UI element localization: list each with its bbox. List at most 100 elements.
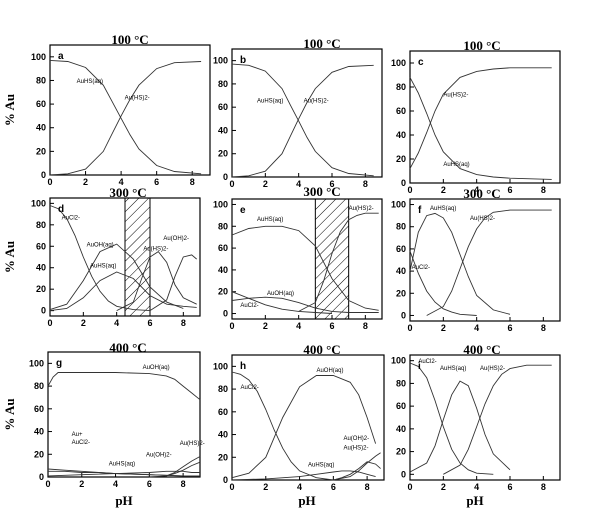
panel-title: 100 °C — [111, 32, 148, 47]
panel-h: 0 20 40 60 80 100 0 2 4 6 8 AuCl2- AuOH(aq) AuHS(aq) A… — [213, 342, 385, 492]
x-tick-label: 2 — [83, 177, 88, 187]
panel-letter: e — [240, 205, 246, 216]
x-tick-label: 8 — [541, 185, 546, 195]
series-AuCl2- — [231, 371, 334, 481]
x-tick-label: 0 — [407, 185, 412, 195]
y-tick-label: 100 — [391, 200, 406, 210]
y-tick-label: 20 — [34, 449, 44, 459]
y-tick-label: 60 — [396, 244, 406, 254]
panel-letter: b — [240, 55, 246, 66]
x-tick-label: 8 — [363, 179, 368, 189]
species-label: AuCl2- — [418, 359, 436, 365]
y-tick-label: 40 — [34, 427, 44, 437]
x-tick-label: 0 — [229, 482, 234, 492]
y-tick-label: 40 — [218, 125, 228, 135]
species-label: AuHS(aq) — [440, 366, 466, 372]
species-label: Au(OH)2- — [146, 453, 172, 459]
x-tick-label: 6 — [507, 323, 512, 333]
series-Au(OH)2- — [149, 254, 197, 311]
species-label: AuHS(aq) — [257, 217, 283, 223]
y-tick-label: 100 — [391, 58, 406, 68]
panel-title: 400 °C — [303, 342, 340, 357]
y-axis-label: % Au — [2, 94, 17, 126]
series-AuHS(aq) — [49, 59, 202, 175]
panel-g: 0 20 40 60 80 100 0 2 4 6 8 AuOH(aq) Au+ AuCl2- AuHS(a… — [2, 340, 205, 489]
species-label: Au(HS)2- — [343, 445, 368, 451]
y-tick-label: 40 — [396, 424, 406, 434]
x-tick-label: 4 — [474, 185, 479, 195]
series-Au(HS)2- — [116, 250, 197, 312]
x-tick-label: 4 — [296, 321, 301, 331]
x-tick-label: 6 — [507, 482, 512, 492]
plot-frame — [49, 197, 201, 317]
y-axis-label: % Au — [2, 398, 17, 430]
panel-title: 400 °C — [109, 340, 146, 355]
x-tick-label: 0 — [229, 321, 234, 331]
y-tick-label: 100 — [213, 361, 228, 371]
series-AuCl2- — [48, 470, 200, 477]
x-axis-label: pH — [466, 493, 483, 508]
x-tick-label: 6 — [329, 321, 334, 331]
species-label: AuHS(aq) — [257, 99, 283, 105]
series-AuHS(aq) — [49, 271, 197, 312]
y-tick-label: 40 — [218, 265, 228, 275]
series-AuHS(aq) — [231, 225, 379, 311]
species-label: Au(HS)2- — [143, 247, 168, 253]
y-tick-label: 60 — [36, 99, 46, 109]
y-tick-label: 100 — [31, 198, 46, 208]
species-label: AuHS(aq) — [90, 264, 116, 270]
panel-letter: a — [58, 51, 64, 62]
species-label: Au(HS)2- — [349, 206, 374, 212]
series-Au(HS)2- — [443, 364, 552, 475]
y-tick-label: 60 — [396, 401, 406, 411]
x-tick-label: 6 — [147, 479, 152, 489]
series-Au(OH)2- — [149, 461, 201, 478]
x-tick-label: 2 — [263, 482, 268, 492]
x-tick-label: 8 — [181, 318, 186, 328]
y-tick-label: 80 — [396, 82, 406, 92]
y-tick-label: 60 — [218, 102, 228, 112]
y-tick-label: 20 — [36, 284, 46, 294]
y-tick-label: 80 — [396, 222, 406, 232]
plot-frame — [409, 198, 561, 322]
species-label: AuOH(aq) — [87, 242, 114, 248]
species-label: AuCl2- — [240, 385, 258, 391]
y-tick-label: 60 — [218, 407, 228, 417]
x-tick-label: 6 — [154, 177, 159, 187]
panel-title: 100 °C — [303, 36, 340, 51]
y-tick-label: 60 — [218, 243, 228, 253]
x-tick-label: 6 — [329, 179, 334, 189]
species-label: AuCl2- — [240, 303, 258, 309]
y-tick-label: 40 — [36, 123, 46, 133]
species-label: AuCl2- — [412, 265, 430, 271]
series-AuOH(aq) — [231, 296, 379, 313]
hatched-region — [124, 197, 151, 317]
y-tick-label: 20 — [36, 146, 46, 156]
y-tick-label: 60 — [396, 106, 406, 116]
series-AuOH(aq) — [49, 243, 184, 311]
panel-title: 300 °C — [463, 186, 500, 201]
species-label: Au(HS)2- — [470, 216, 495, 222]
panel-e: 0 20 40 60 80 100 0 2 4 6 8 AuHS(aq) Au(HS)2- AuOH(aq… — [213, 184, 383, 331]
y-tick-label: 80 — [218, 221, 228, 231]
series-AuHS(aq) — [47, 470, 200, 477]
y-tick-label: 80 — [34, 381, 44, 391]
y-tick-label: 80 — [218, 384, 228, 394]
panel-letter: d — [58, 204, 64, 215]
y-tick-label: 60 — [34, 404, 44, 414]
series-AuHS(aq) — [409, 212, 511, 315]
panel-c: 0 20 40 60 80 100 0 2 4 6 8 Au(HS)2- AuHS(aq) c 100 °C — [391, 38, 561, 195]
y-tick-label: 20 — [218, 149, 228, 159]
species-label: Au(HS)2- — [443, 93, 468, 99]
series-AuCl2- — [409, 362, 494, 475]
species-label: Au(HS)2- — [180, 441, 205, 447]
x-tick-label: 8 — [541, 323, 546, 333]
series-AuHS(aq) — [231, 63, 374, 177]
plot-frame — [409, 354, 561, 481]
y-tick-label: 20 — [396, 154, 406, 164]
x-tick-label: 8 — [363, 321, 368, 331]
y-tick-label: 100 — [391, 356, 406, 366]
x-tick-label: 8 — [365, 482, 370, 492]
y-tick-label: 20 — [218, 287, 228, 297]
